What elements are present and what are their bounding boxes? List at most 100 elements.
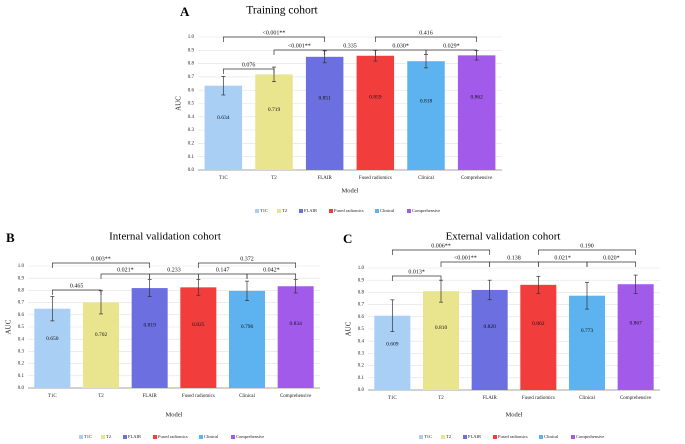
bar-clinical: [228, 290, 266, 388]
legend-entry: Fused radiomics: [334, 208, 364, 213]
bar-value-label: 0.820: [483, 324, 496, 330]
significance-bracket: [374, 49, 427, 55]
bar-comprehensive: [617, 284, 654, 390]
legend-entry: T2: [446, 434, 451, 439]
x-tick-label: T1C: [48, 394, 58, 399]
p-value-label: 0.042*: [263, 267, 280, 273]
bar-value-label: 0.702: [95, 332, 108, 338]
legend-entry: Clinical: [204, 434, 219, 439]
bar-value-label: 0.834: [289, 321, 302, 327]
significance-bracket: [391, 275, 442, 281]
bar-value-label: 0.818: [420, 98, 433, 104]
significance-bracket: [197, 262, 297, 268]
legend-entry: FLAIR: [128, 434, 141, 439]
legend-swatch: [419, 435, 423, 439]
legend-swatch: [79, 435, 83, 439]
x-tick-label: Fused radiomics: [182, 394, 215, 399]
significance-bracket: [537, 249, 637, 255]
p-value-label: 0.030*: [392, 43, 409, 49]
panel-label: A: [180, 4, 190, 19]
x-axis-label: Model: [166, 411, 183, 418]
y-tick-label: 0.9: [18, 276, 25, 281]
legend: T1C T2 FLAIR Fused radiomics Clinical Compreh…: [255, 208, 440, 213]
chart-panel-c: C External validation cohort 0.0 0.1 0.2 0.3 0…: [343, 231, 660, 439]
panel-label: C: [343, 231, 352, 246]
p-value-label: 0.147: [216, 267, 230, 273]
legend-entry: Comprehensive: [236, 434, 264, 439]
x-axis-label: Model: [342, 187, 359, 194]
bar-value-label: 0.859: [369, 95, 382, 101]
bar-comprehensive: [457, 55, 496, 170]
x-tick-label: Clinical: [579, 396, 595, 401]
significance-bracket: [391, 249, 491, 255]
legend-entry: Fused radiomics: [498, 434, 528, 439]
legend-swatch: [123, 435, 127, 439]
legend-entry: Comprehensive: [576, 434, 604, 439]
y-tick-label: 0.5: [18, 325, 25, 330]
y-tick-label: 0.4: [358, 339, 365, 344]
y-tick-label: 0.4: [188, 115, 195, 120]
p-value-label: 0.335: [343, 43, 357, 49]
legend-entry: FLAIR: [468, 434, 481, 439]
y-tick-label: 0.8: [358, 291, 365, 296]
bar-value-label: 0.862: [532, 321, 545, 327]
legend-entry: T1C: [424, 434, 432, 439]
bar-value-label: 0.819: [143, 322, 156, 328]
panel-label: B: [6, 230, 15, 245]
bar-clinical: [407, 61, 445, 170]
legend-entry: T1C: [84, 434, 92, 439]
p-value-label: 0.465: [70, 283, 84, 289]
chart-title: External validation cohort: [446, 231, 561, 243]
y-tick-label: 0.3: [358, 352, 365, 357]
y-tick-label: 0.6: [18, 313, 25, 318]
bar-value-label: 0.851: [318, 95, 331, 101]
x-tick-label: T2: [438, 396, 444, 401]
significance-bracket: [374, 36, 478, 42]
legend-entry: Fused radiomics: [158, 434, 188, 439]
y-tick-label: 0.7: [18, 301, 25, 306]
x-tick-label: Fused radiomics: [359, 176, 392, 181]
legend-swatch: [231, 435, 235, 439]
significance-bracket: [324, 49, 376, 55]
legend-swatch: [539, 435, 543, 439]
significance-bracket: [537, 261, 588, 267]
significance-bracket: [425, 49, 478, 55]
y-tick-label: 0.8: [188, 62, 195, 67]
y-axis-label: AUC: [5, 319, 13, 334]
p-value-label: 0.416: [419, 30, 433, 36]
y-tick-label: 0.1: [358, 376, 365, 381]
bar-value-label: 0.796: [241, 324, 254, 330]
x-tick-label: FLAIR: [317, 176, 332, 181]
y-tick-label: 0.6: [188, 88, 195, 93]
p-value-label: 0.076: [242, 62, 256, 68]
bar-value-label: 0.773: [581, 328, 594, 334]
legend-swatch: [255, 209, 259, 213]
y-tick-label: 0.9: [358, 278, 365, 283]
legend-swatch: [441, 435, 445, 439]
legend-swatch: [463, 435, 467, 439]
x-tick-label: Comprehensive: [620, 396, 652, 401]
y-tick-label: 0.3: [18, 350, 25, 355]
legend: T1C T2 FLAIR Fused radiomics Clinical Compreh…: [79, 434, 264, 439]
chart-title: Internal validation cohort: [109, 231, 221, 243]
chart-panel-a: A Training cohort 0.0 0.1 0.2 0.3 0.4 0.5 0.6 0.7…: [175, 4, 502, 213]
bar-value-label: 0.867: [629, 320, 642, 326]
x-tick-label: FLAIR: [142, 394, 157, 399]
y-tick-label: 0.1: [188, 155, 195, 160]
p-value-label: 0.372: [240, 256, 254, 262]
x-tick-label: Comprehensive: [461, 176, 493, 181]
legend-swatch: [571, 435, 575, 439]
bar-fused-radiomics: [520, 284, 557, 390]
y-tick-label: 1.0: [358, 266, 365, 271]
legend-entry: Clinical: [380, 208, 395, 213]
legend-swatch: [277, 209, 281, 213]
significance-bracket: [246, 273, 297, 279]
y-tick-label: 0.6: [358, 315, 365, 320]
p-value-label: <0.001**: [454, 255, 477, 261]
y-tick-label: 0.7: [188, 75, 195, 80]
bar-value-label: 0.719: [268, 107, 281, 113]
legend-swatch: [375, 209, 379, 213]
legend-entry: Comprehensive: [412, 208, 440, 213]
significance-bracket: [586, 261, 637, 267]
y-axis-label: AUC: [345, 321, 353, 336]
